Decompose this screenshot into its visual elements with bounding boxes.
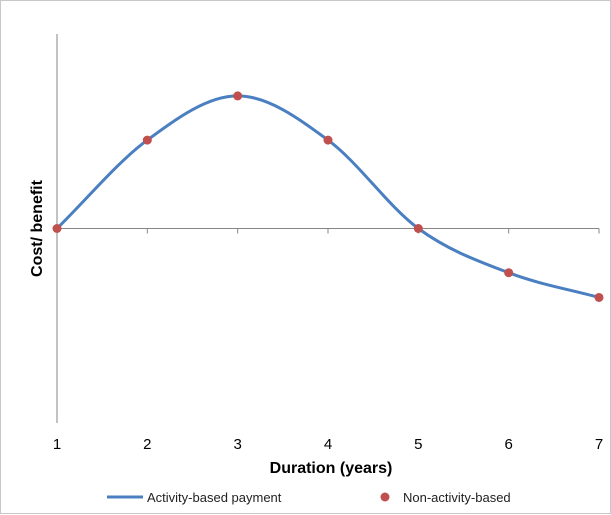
y-axis-title: Cost/ benefit: [29, 179, 46, 277]
data-point-non-activity-based: [323, 135, 333, 145]
data-point-non-activity-based: [413, 224, 423, 233]
x-tick-label: 5: [414, 436, 422, 453]
x-tick-label: 1: [53, 436, 61, 453]
legend-marker-swatch: [380, 492, 390, 502]
series-line-activity-based: [55, 94, 601, 299]
data-point-non-activity-based: [142, 135, 152, 145]
legend-label-activity-based: Activity-based payment: [147, 490, 282, 505]
x-axis-title: Duration (years): [270, 460, 393, 477]
data-point-non-activity-based: [52, 224, 62, 233]
x-tick-label: 3: [233, 436, 241, 453]
x-tick-label: 2: [143, 436, 151, 453]
x-tick-label: 7: [595, 436, 603, 453]
data-point-non-activity-based: [594, 292, 604, 302]
x-tick-label: 4: [324, 436, 332, 453]
legend: Activity-based payment Non-activity-base…: [107, 490, 511, 505]
data-point-non-activity-based: [504, 268, 514, 278]
x-tick-label: 6: [504, 436, 512, 453]
data-point-non-activity-based: [233, 91, 243, 101]
legend-label-non-activity-based: Non-activity-based: [403, 490, 511, 505]
